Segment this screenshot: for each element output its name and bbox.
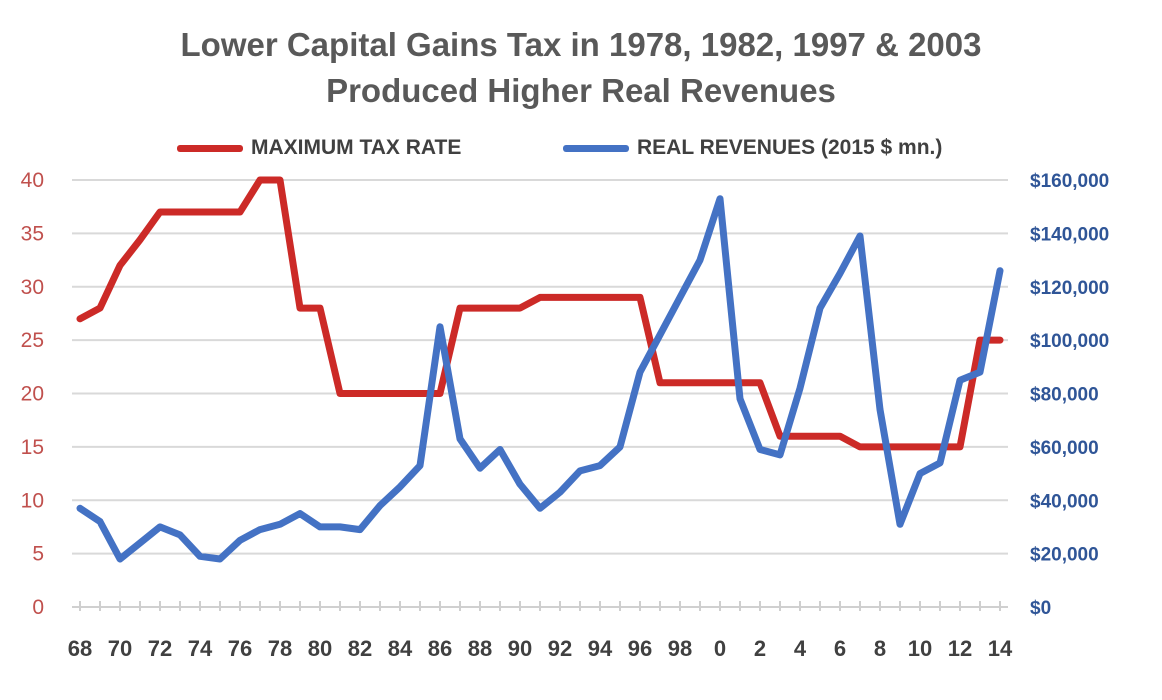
- x-tick-label: 88: [468, 636, 492, 661]
- legend-swatch-tax-rate: [177, 144, 243, 152]
- x-tick-label: 14: [988, 636, 1013, 661]
- y-left-tick-label: 20: [21, 383, 44, 406]
- legend-label-tax-rate: MAXIMUM TAX RATE: [251, 136, 462, 159]
- y-right-tick-label: $100,000: [1030, 331, 1109, 352]
- series-line-tax-rate: [76, 176, 1004, 451]
- x-tick-label: 84: [388, 636, 413, 661]
- x-tick-label: 82: [348, 636, 372, 661]
- x-tick-label: 90: [508, 636, 532, 661]
- x-tick-label: 98: [668, 636, 692, 661]
- y-left-tick-label: 10: [21, 489, 44, 512]
- y-right-tick-label: $60,000: [1030, 438, 1099, 459]
- x-tick-label: 8: [874, 636, 886, 661]
- x-tick-label: 78: [268, 636, 292, 661]
- legend-item-tax-rate: MAXIMUM TAX RATE: [177, 136, 461, 160]
- y-left-tick-label: 25: [21, 329, 44, 352]
- x-tick-label: 70: [108, 636, 132, 661]
- x-tick-label: 76: [228, 636, 252, 661]
- series-line-revenues: [76, 195, 1004, 563]
- x-tick-label: 68: [68, 636, 92, 661]
- x-axis: [72, 601, 1008, 611]
- x-axis-tick-labels: 68 70 72 74 76 78 80 82 84 86 88 90 92 94 96 98 0 2 4 6 8 10 1…: [68, 636, 1013, 661]
- x-tick-label: 0: [714, 636, 726, 661]
- y-right-tick-label: $20,000: [1030, 545, 1099, 566]
- y-right-tick-label: $80,000: [1030, 385, 1099, 406]
- x-tick-label: 6: [834, 636, 846, 661]
- x-tick-label: 94: [588, 636, 613, 661]
- chart-title: Lower Capital Gains Tax in 1978, 1982, 1…: [180, 26, 982, 63]
- x-tick-label: 74: [188, 636, 213, 661]
- y-right-tick-label: $40,000: [1030, 491, 1099, 512]
- series-lines: [76, 176, 1004, 563]
- y-right-tick-label: $140,000: [1030, 224, 1109, 245]
- y-right-tick-label: $0: [1030, 598, 1051, 619]
- y-axis-left: 0 5 10 15 20 25 30 35 40: [21, 169, 44, 619]
- y-left-tick-label: 0: [32, 596, 44, 619]
- y-left-tick-label: 15: [21, 436, 44, 459]
- y-left-tick-label: 40: [21, 169, 44, 192]
- y-left-tick-label: 35: [21, 222, 44, 245]
- x-tick-label: 2: [754, 636, 766, 661]
- x-tick-label: 80: [308, 636, 332, 661]
- legend-swatch-revenues: [563, 144, 629, 152]
- x-tick-label: 96: [628, 636, 652, 661]
- x-tick-label: 72: [148, 636, 172, 661]
- gridlines: [72, 179, 1008, 555]
- legend-label-revenues: REAL REVENUES (2015 $ mn.): [637, 136, 943, 159]
- y-left-tick-label: 5: [32, 543, 44, 566]
- x-tick-label: 12: [948, 636, 972, 661]
- x-tick-label: 10: [908, 636, 932, 661]
- y-right-tick-label: $160,000: [1030, 171, 1109, 192]
- y-right-tick-label: $120,000: [1030, 278, 1109, 299]
- x-tick-label: 4: [794, 636, 807, 661]
- legend-item-revenues: REAL REVENUES (2015 $ mn.): [563, 136, 942, 160]
- y-left-tick-label: 30: [21, 276, 44, 299]
- x-tick-label: 86: [428, 636, 452, 661]
- chart-subtitle: Produced Higher Real Revenues: [326, 72, 836, 109]
- y-axis-right: $0 $20,000 $40,000 $60,000 $80,000 $100,000 $1…: [1030, 171, 1109, 619]
- x-tick-label: 92: [548, 636, 572, 661]
